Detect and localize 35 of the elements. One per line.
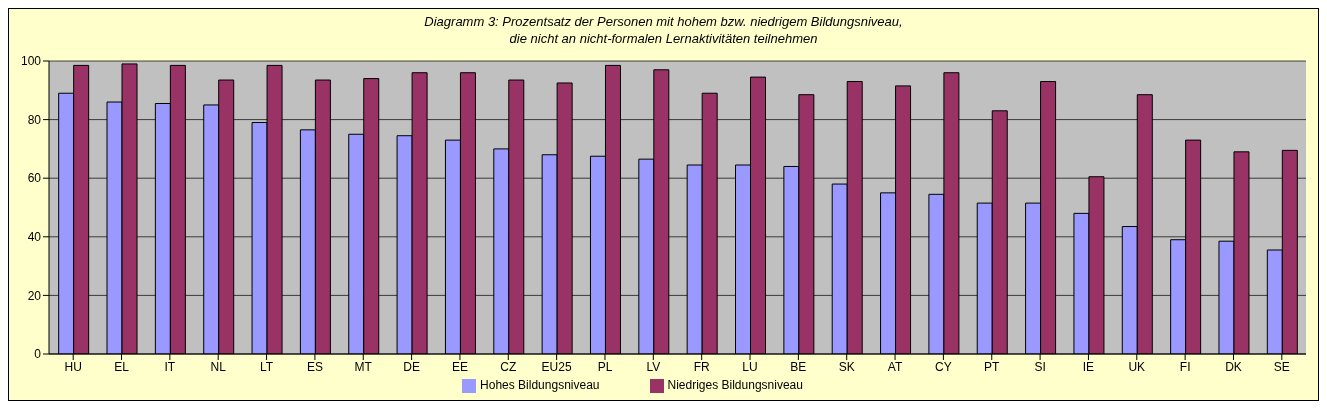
chart-title: Diagramm 3: Prozentsatz der Personen mit hohem bzw. niedrigem Bildungsniveau, die nicht an nicht-formalen Lernaktivitäten teilnehmen	[423, 13, 904, 47]
x-tick-label: PL	[597, 359, 613, 374]
x-tick-label: AT	[887, 359, 903, 374]
x-tick-label: ES	[306, 359, 323, 374]
x-tick-label: MT	[354, 359, 373, 374]
x-tick-label: EE	[451, 359, 468, 374]
x-tick-label: HU	[64, 359, 82, 374]
legend-label: Niedriges Bildungsniveau	[667, 378, 803, 392]
x-tick-label: FI	[1179, 359, 1191, 374]
x-tick-label: IT	[164, 359, 176, 374]
y-tick-label: 0	[34, 347, 42, 362]
x-tick-label: IE	[1082, 359, 1095, 374]
x-tick-label: BE	[790, 359, 807, 374]
x-tick-label: LU	[742, 359, 758, 374]
legend-label: Hohes Bildungsniveau	[480, 378, 600, 392]
y-tick-label: 20	[27, 288, 42, 303]
y-tick-label: 40	[27, 230, 42, 245]
y-tick-label: 80	[27, 112, 42, 127]
x-tick-label: EU25	[541, 359, 572, 374]
x-tick-label: EL	[114, 359, 130, 374]
x-tick-label: FR	[693, 359, 710, 374]
x-tick-label: UK	[1128, 359, 1146, 374]
x-tick-label: LT	[260, 359, 274, 374]
x-tick-label: LV	[646, 359, 661, 374]
x-tick-label: DK	[1225, 359, 1242, 374]
x-tick-label: CZ	[500, 359, 517, 374]
y-tick-label: 100	[20, 54, 42, 69]
x-tick-label: CY	[935, 359, 952, 374]
x-tick-label: SK	[838, 359, 855, 374]
x-tick-label: PT	[984, 359, 1001, 374]
x-tick-label: SE	[1273, 359, 1290, 374]
x-tick-label: DE	[403, 359, 420, 374]
x-tick-label: NL	[210, 359, 227, 374]
y-tick-label: 60	[27, 171, 42, 186]
x-tick-label: SI	[1034, 359, 1046, 374]
